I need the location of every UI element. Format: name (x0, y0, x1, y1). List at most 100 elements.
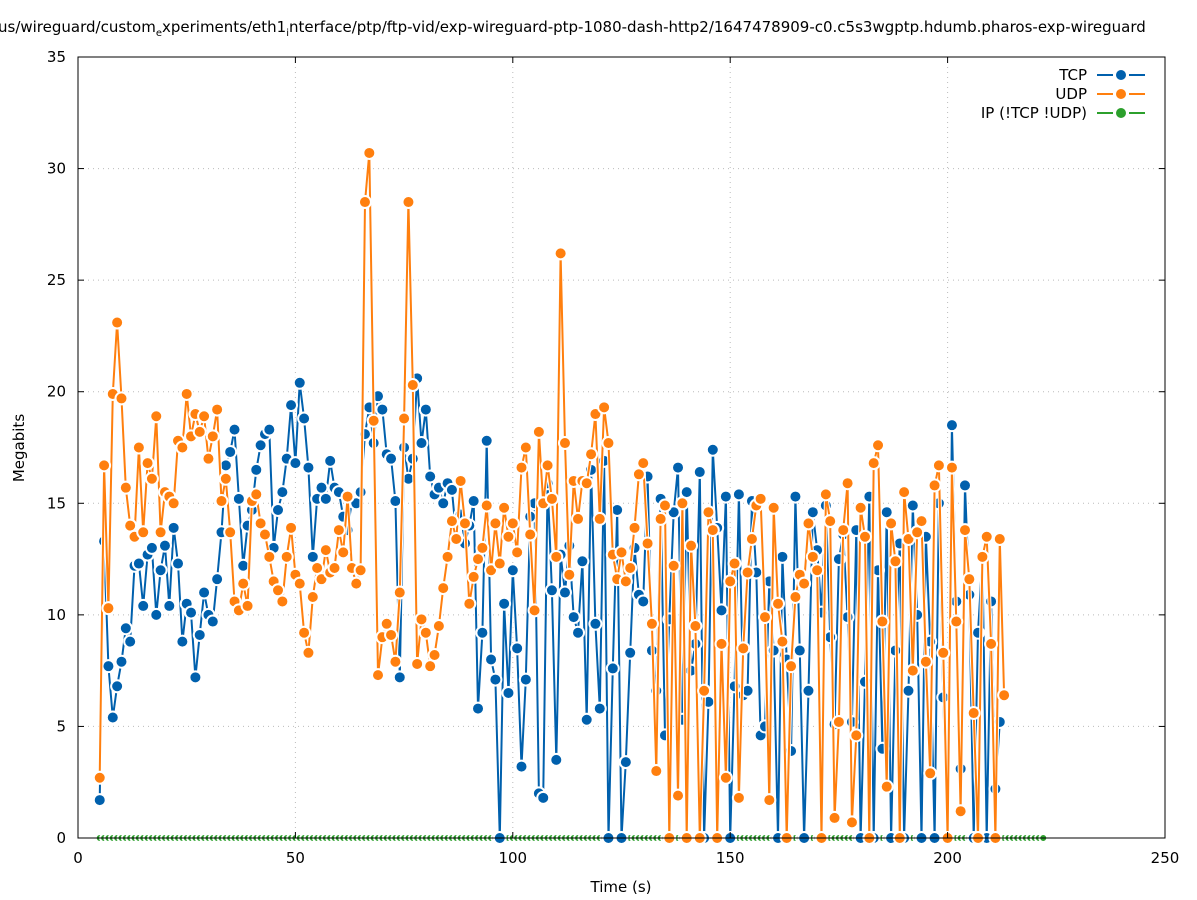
series-tcp-point (544, 583, 559, 598)
series-udp-point (223, 525, 238, 540)
series-udp-point (262, 549, 277, 564)
title-part: xperiments/eth1 (161, 18, 287, 36)
series-udp-point (744, 531, 759, 546)
series-tcp-point (623, 645, 638, 660)
legend-label: IP (!TCP !UDP) (981, 104, 1087, 122)
y-tick-label: 35 (47, 48, 66, 66)
series-udp-point (371, 668, 386, 683)
series-udp-point (401, 195, 416, 210)
series-udp-point (101, 601, 116, 616)
series-udp-point (297, 625, 312, 640)
series-udp-point (210, 402, 225, 417)
series-udp-point (849, 728, 864, 743)
series-tcp-point (792, 643, 807, 658)
series-udp-point (192, 424, 207, 439)
series-udp-point (957, 523, 972, 538)
series-udp-point (557, 436, 572, 451)
y-tick-label: 0 (56, 829, 66, 847)
series-tcp-point (92, 793, 107, 808)
series-udp-point (905, 663, 920, 678)
legend-marker (1114, 87, 1128, 101)
series-udp-point (92, 770, 107, 785)
series-udp-point (305, 590, 320, 605)
series-tcp-point (284, 398, 299, 413)
series-udp-point (688, 619, 703, 634)
series-tcp-point (297, 411, 312, 426)
series-udp-point (340, 489, 355, 504)
series-udp-point (657, 498, 672, 513)
series-tcp-point (318, 491, 333, 506)
series-udp-point (931, 458, 946, 473)
series-udp-point (784, 659, 799, 674)
title-subscript: e (155, 28, 162, 39)
x-tick-label: 50 (286, 849, 305, 867)
series-tcp-point (571, 625, 586, 640)
series-tcp-point (905, 498, 920, 513)
series-udp-point (392, 585, 407, 600)
series-udp-point (214, 494, 229, 509)
series-udp-point (992, 531, 1007, 546)
series-tcp-point (110, 679, 125, 694)
series-udp-point (766, 500, 781, 515)
series-tcp-point (231, 491, 246, 506)
series-tcp-point (184, 605, 199, 620)
series-tcp-point (444, 482, 459, 497)
series-tcp-point (731, 487, 746, 502)
series-udp-point (884, 516, 899, 531)
series-udp-point (684, 538, 699, 553)
series-udp-point (144, 471, 159, 486)
series-udp-point (597, 400, 612, 415)
series-udp-point (540, 458, 555, 473)
series-udp-point (388, 654, 403, 669)
series-udp-point (788, 590, 803, 605)
series-udp-point (336, 545, 351, 560)
series-tcp-point (579, 712, 594, 727)
series-udp-point (975, 549, 990, 564)
series-udp-point (827, 810, 842, 825)
series-udp-point (805, 549, 820, 564)
series-tcp-point (501, 685, 516, 700)
series-udp-point (449, 531, 464, 546)
series-tcp-point (497, 596, 512, 611)
x-tick-label: 200 (933, 849, 962, 867)
series-udp-point (331, 523, 346, 538)
series-udp-point (453, 473, 468, 488)
series-tcp-point (392, 670, 407, 685)
series-udp-point (136, 525, 151, 540)
series-tcp-point (166, 520, 181, 535)
series-udp-point (318, 543, 333, 558)
series-udp-point (731, 790, 746, 805)
series-udp-point (257, 527, 272, 542)
series-tcp-point (618, 755, 633, 770)
series-udp-point (140, 456, 155, 471)
series-udp-point (427, 648, 442, 663)
series-udp-point (114, 391, 129, 406)
series-udp-point (549, 549, 564, 564)
series-tcp-point (636, 594, 651, 609)
series-udp-point (627, 520, 642, 535)
y-tick-label: 30 (47, 160, 66, 178)
series-udp-point (966, 706, 981, 721)
series-udp-point (914, 514, 929, 529)
series-udp-point (740, 565, 755, 580)
series-tcp-point (479, 433, 494, 448)
series-tcp-point (605, 661, 620, 676)
series-udp-point (962, 572, 977, 587)
series-tcp-point (131, 556, 146, 571)
series-udp-point (762, 793, 777, 808)
series-udp-point (984, 636, 999, 651)
series-udp-point (718, 770, 733, 785)
series-udp-point (475, 540, 490, 555)
series-udp-point (384, 627, 399, 642)
series-tcp-point (436, 496, 451, 511)
series-tcp-point (271, 502, 286, 517)
series-tcp-point (162, 598, 177, 613)
series-tcp-point (944, 418, 959, 433)
series-udp-point (444, 514, 459, 529)
series-udp-point (236, 576, 251, 591)
series-udp-point (653, 511, 668, 526)
series-udp-point (723, 574, 738, 589)
series-udp-point (153, 525, 168, 540)
series-udp-point (414, 612, 429, 627)
series-tcp-point (144, 540, 159, 555)
